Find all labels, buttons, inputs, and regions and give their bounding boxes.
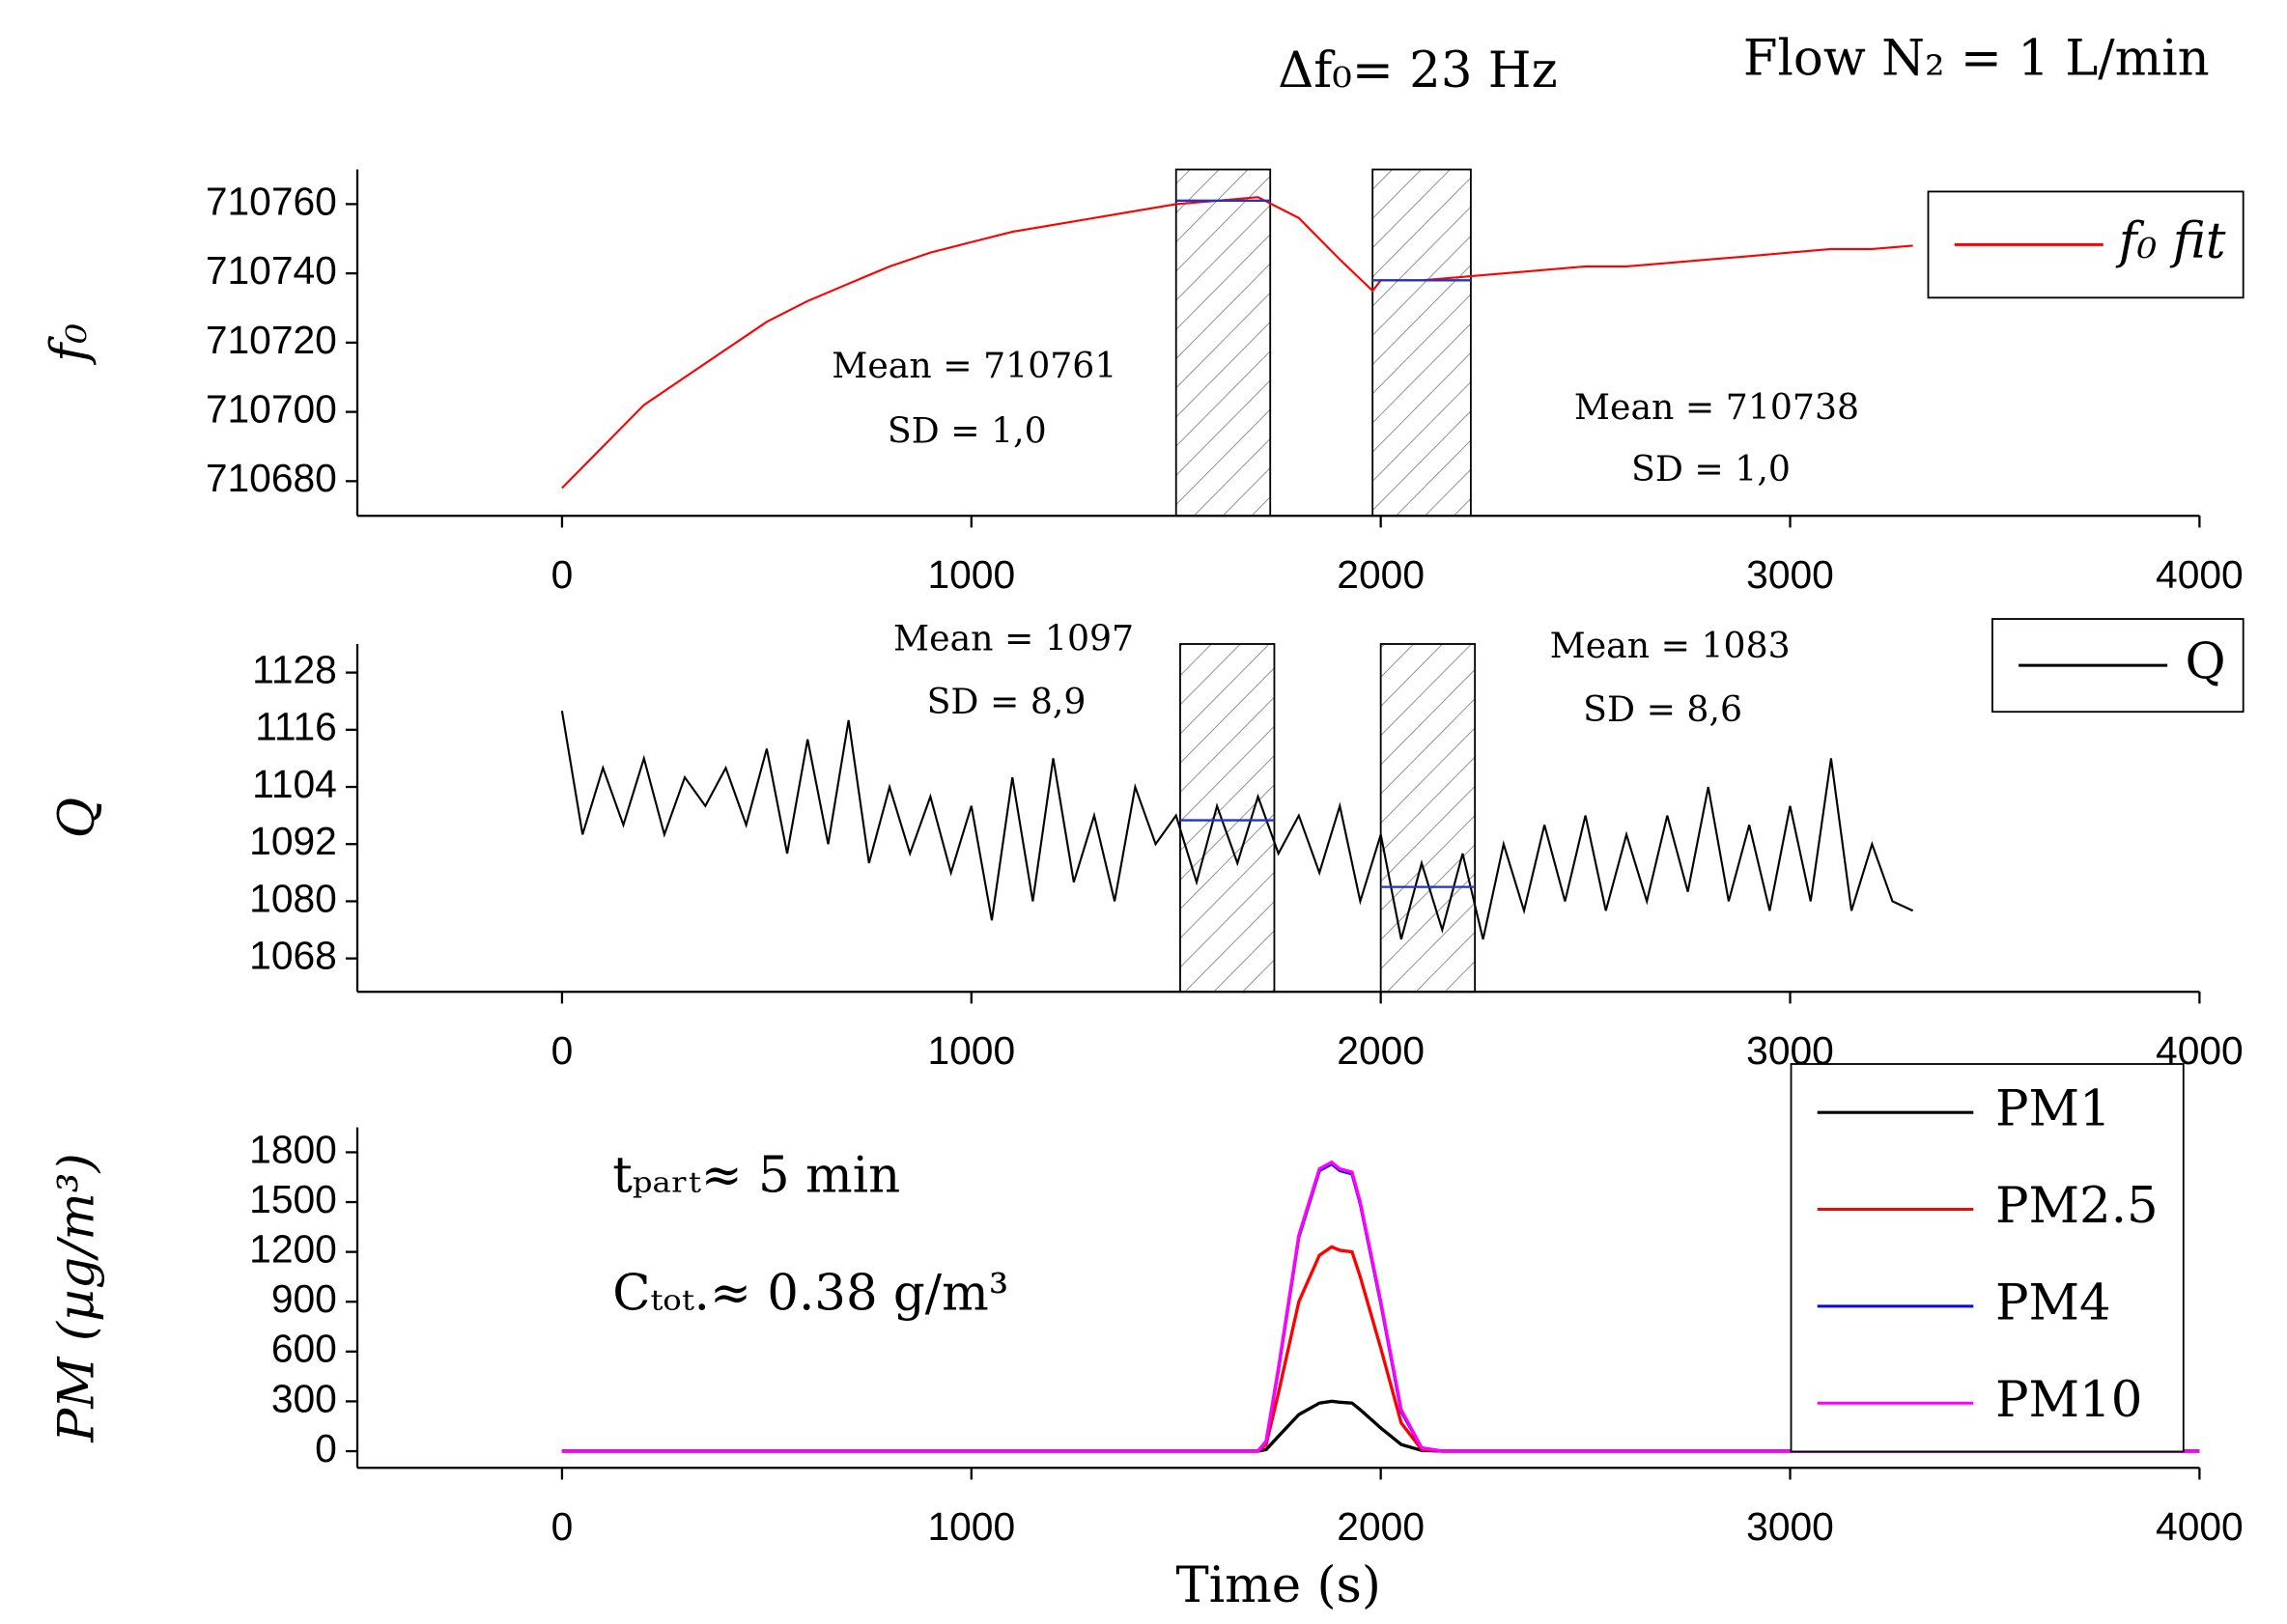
y-tick-label: 1092: [249, 819, 337, 863]
x-axis-label: Time (s): [1175, 1556, 1380, 1614]
annotation: tₚₐᵣₜ≈ 5 min: [612, 1146, 900, 1204]
x-tick-label: 2000: [1337, 1504, 1425, 1549]
x-tick-label: 2000: [1337, 552, 1425, 597]
hatched-region: [1179, 643, 1276, 994]
y-axis-label: Q: [48, 798, 106, 839]
annotation: Mean = 710761: [832, 345, 1116, 386]
x-tick-label: 1000: [927, 552, 1015, 597]
y-tick-label: 900: [271, 1276, 337, 1321]
header-text: Flow N₂ = 1 L/min: [1743, 29, 2210, 87]
x-tick-label: 1000: [927, 1028, 1015, 1073]
y-tick-label: 1068: [249, 933, 337, 977]
x-tick-label: 3000: [1746, 1504, 1834, 1549]
data-line: [561, 196, 1913, 490]
hatched-region: [1379, 643, 1477, 994]
annotation: Mean = 710738: [1574, 386, 1859, 428]
x-tick-label: 3000: [1746, 552, 1834, 597]
data-line: [561, 1399, 2200, 1453]
y-tick-label: 1104: [252, 762, 337, 806]
y-tick-label: 1500: [249, 1177, 337, 1221]
y-tick-label: 710720: [206, 318, 337, 362]
y-tick-label: 1800: [249, 1127, 337, 1171]
hatched-region: [1174, 168, 1272, 518]
annotation: Cₜₒₜ.≈ 0.38 g/m³: [612, 1264, 1008, 1322]
annotation: Mean = 1097: [893, 617, 1134, 658]
hatched-region: [1371, 168, 1472, 518]
annotation: SD = 8,6: [1583, 688, 1742, 730]
y-tick-label: 300: [271, 1376, 337, 1420]
y-tick-label: 600: [271, 1327, 337, 1371]
annotation: SD = 1,0: [1631, 448, 1791, 490]
y-tick-label: 710760: [206, 179, 337, 223]
annotation: SD = 8,9: [927, 681, 1087, 722]
legend-label: Q: [2185, 632, 2225, 690]
y-tick-label: 1200: [249, 1226, 337, 1271]
header-text: Δf₀= 23 Hz: [1278, 42, 1557, 99]
x-tick-label: 0: [551, 552, 574, 597]
legend-label: PM4: [1995, 1274, 2111, 1331]
legend-box: [1790, 1063, 2185, 1453]
y-tick-label: 1128: [252, 647, 337, 691]
x-tick-label: 4000: [2156, 1504, 2244, 1549]
y-tick-label: 710680: [206, 456, 337, 500]
x-tick-label: 2000: [1337, 1028, 1425, 1073]
y-tick-label: 1080: [249, 876, 337, 920]
annotation: Mean = 1083: [1550, 625, 1791, 666]
data-line: [560, 710, 1914, 940]
annotation: SD = 1,0: [888, 409, 1047, 451]
y-tick-label: 710700: [206, 386, 337, 431]
y-axis-label: f₀: [41, 323, 99, 366]
y-tick-label: 0: [315, 1426, 337, 1470]
legend-label: PM10: [1995, 1371, 2142, 1429]
y-tick-label: 710740: [206, 248, 337, 293]
x-tick-label: 4000: [2156, 552, 2244, 597]
x-tick-label: 0: [551, 1504, 574, 1549]
x-tick-label: 1000: [927, 1504, 1015, 1549]
data-line: [561, 1160, 2200, 1453]
y-axis-label: PM (µg/m³): [48, 1153, 106, 1442]
legend-label: PM2.5: [1995, 1177, 2159, 1235]
legend-label: f₀ fit: [2115, 212, 2226, 270]
x-tick-label: 0: [551, 1028, 574, 1073]
data-line: [561, 1245, 2200, 1453]
legend-label: PM1: [1995, 1080, 2111, 1138]
y-tick-label: 1116: [255, 705, 337, 749]
